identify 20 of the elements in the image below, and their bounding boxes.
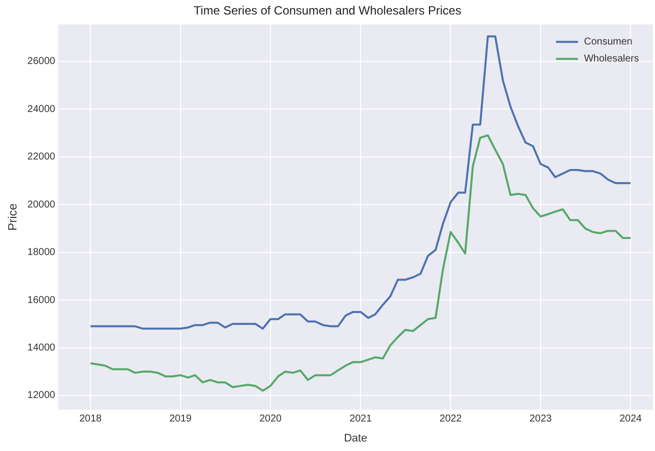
y-tick-label: 14000	[27, 342, 56, 354]
y-tick-label: 24000	[27, 104, 56, 115]
x-tick-label: 2020	[259, 414, 282, 425]
y-tick-label: 20000	[27, 199, 56, 210]
legend-label: Wholesalers	[584, 54, 640, 65]
x-tick-label: 2023	[529, 414, 552, 425]
y-axis-title: Price	[6, 203, 20, 231]
chart-title: Time Series of Consumen and Wholesalers Prices	[194, 4, 462, 18]
x-tick-label: 2021	[350, 414, 372, 425]
x-axis-title: Date	[344, 432, 368, 444]
x-tick-label: 2022	[440, 414, 462, 425]
legend-label: Consumen	[584, 36, 632, 48]
x-tick-label: 2019	[169, 414, 192, 425]
y-tick-label: 16000	[27, 294, 56, 306]
y-tick-label: 26000	[27, 56, 56, 68]
x-tick-label: 2018	[79, 414, 102, 425]
x-tick-label: 2024	[619, 414, 642, 425]
y-tick-label: 22000	[27, 152, 56, 163]
y-tick-label: 18000	[27, 247, 56, 258]
y-tick-label: 12000	[27, 390, 56, 402]
